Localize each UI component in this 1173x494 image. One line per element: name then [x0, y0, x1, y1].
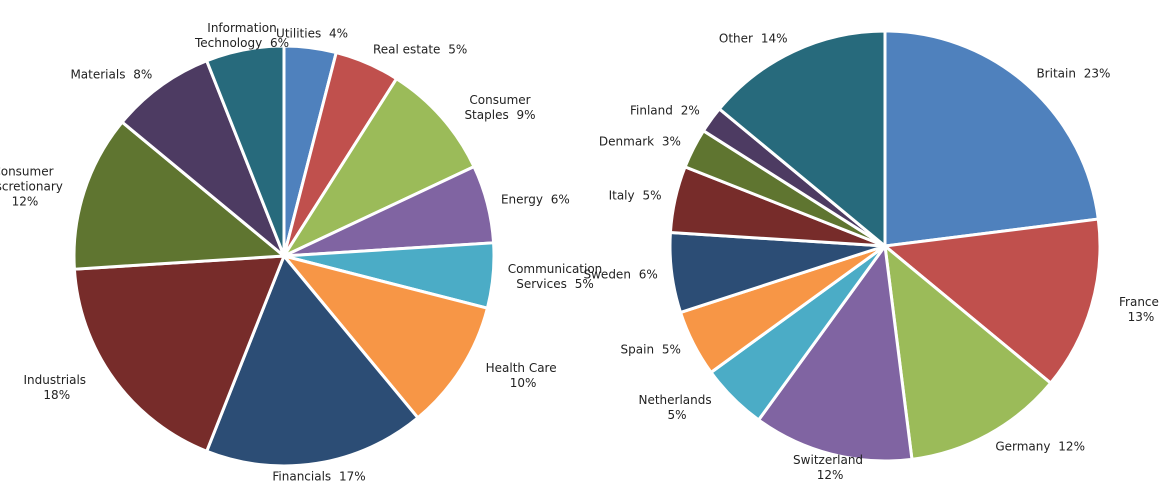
slice-label: Health Care 10% — [473, 361, 569, 391]
slice-name: Consumer Discretionary — [0, 164, 63, 194]
pie-slice — [72, 120, 288, 271]
slice-value: 5% — [574, 277, 594, 292]
slice-name: Information Technology — [194, 20, 277, 50]
slice-value: 5% — [448, 42, 468, 57]
slice-label: Materials 8% — [70, 67, 152, 82]
pie-slice — [756, 242, 914, 463]
slice-label: Real estate 5% — [373, 43, 467, 58]
pie-slice — [279, 76, 477, 260]
slice-label: Energy 6% — [501, 193, 570, 208]
slice-value: 5% — [667, 407, 687, 422]
slice-name: Health Care — [485, 361, 557, 376]
slice-value: 12% — [816, 467, 844, 482]
slice-label: France 13% — [1105, 295, 1173, 325]
slice-value: 4% — [329, 26, 349, 41]
slice-name: Sweden — [583, 267, 631, 282]
slice-label: Information Technology 6% — [194, 21, 290, 51]
slice-value: 12% — [11, 194, 39, 209]
slice-value: 9% — [516, 107, 536, 122]
slice-value: 13% — [1127, 309, 1155, 324]
slice-name: Switzerland — [793, 452, 864, 467]
pie-slice — [279, 253, 490, 420]
slice-value: 17% — [339, 469, 366, 484]
slice-name: Netherlands — [638, 392, 712, 407]
slice-value: 10% — [509, 376, 537, 391]
slice-label: Finland 2% — [630, 104, 700, 119]
pie-slice — [72, 254, 287, 454]
slice-name: Finland — [629, 103, 673, 118]
slice-label: Communication Services 5% — [507, 262, 603, 292]
slice-label: Consumer Discretionary 12% — [0, 164, 71, 209]
slice-name: Communication Services — [507, 262, 603, 292]
pie-slice — [883, 242, 1053, 461]
slice-label: Industrials 18% — [7, 373, 103, 403]
slice-label: Utilities 4% — [276, 26, 348, 41]
slice-name: France — [1119, 294, 1159, 309]
pie-slice — [120, 58, 286, 258]
slice-value: 5% — [642, 188, 662, 203]
slice-label: Switzerland 12% — [780, 453, 876, 483]
slice-label: Germany 12% — [995, 439, 1085, 454]
slice-value: 23% — [1083, 66, 1111, 81]
slice-value: 12% — [1058, 439, 1085, 454]
slice-value: 5% — [661, 342, 681, 357]
pie-slice — [881, 217, 1102, 386]
slice-value: 14% — [760, 31, 788, 46]
slice-value: 2% — [680, 103, 700, 118]
slice-label: Other 14% — [719, 31, 788, 46]
slice-label: Consumer Staples 9% — [452, 93, 548, 123]
slice-label: Spain 5% — [621, 342, 681, 357]
pie-slice — [204, 253, 420, 468]
slice-name: Denmark — [598, 134, 655, 149]
slice-name: Materials — [70, 67, 126, 82]
slice-name: Financials — [272, 469, 332, 484]
slice-label: Italy 5% — [609, 189, 662, 204]
slice-name: Spain — [620, 342, 655, 357]
slice-name: Energy — [500, 192, 543, 207]
pie-slice — [717, 29, 887, 250]
slice-label: Denmark 3% — [599, 135, 681, 150]
slice-name: Italy — [608, 188, 635, 203]
slice-name: Real estate — [372, 42, 441, 57]
slice-name: Consumer Staples — [464, 92, 531, 122]
slice-name: Industrials — [23, 372, 87, 387]
slice-name: Britain — [1036, 66, 1076, 81]
slice-name: Germany — [995, 439, 1051, 454]
slice-value: 18% — [43, 387, 71, 402]
slice-value: 3% — [661, 134, 681, 149]
slice-label: Britain 23% — [1036, 67, 1110, 82]
slice-label: Netherlands 5% — [627, 393, 723, 423]
slice-value: 8% — [133, 67, 153, 82]
slice-label: Financials 17% — [272, 470, 365, 485]
slice-label: Sweden 6% — [584, 267, 658, 282]
pie-slice — [883, 29, 1100, 248]
slice-value: 6% — [638, 267, 658, 282]
slice-value: 6% — [550, 192, 570, 207]
slice-name: Other — [718, 31, 753, 46]
slice-value: 6% — [270, 35, 290, 50]
pie-slice — [204, 44, 286, 257]
slice-name: Utilities — [276, 26, 322, 41]
